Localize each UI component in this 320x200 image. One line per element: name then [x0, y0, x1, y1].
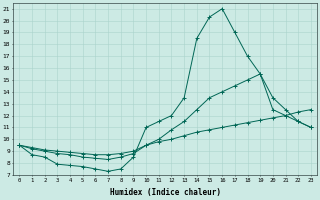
X-axis label: Humidex (Indice chaleur): Humidex (Indice chaleur) [110, 188, 220, 197]
